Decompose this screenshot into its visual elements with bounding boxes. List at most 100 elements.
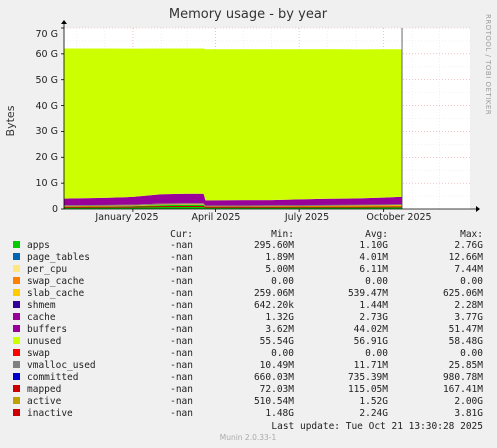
- legend-swatch: [13, 313, 20, 320]
- legend-row: unused -nan 55.54G 56.91G 58.48G: [13, 336, 483, 347]
- legend-cur: -nan: [170, 312, 193, 323]
- legend-name: shmem: [27, 300, 56, 311]
- legend-cur: -nan: [170, 240, 193, 251]
- legend-min: 72.03M: [260, 384, 295, 395]
- legend-cur: -nan: [170, 396, 193, 407]
- legend-cur: -nan: [170, 264, 193, 275]
- legend-swatch: [13, 253, 20, 260]
- legend-cur: -nan: [170, 408, 193, 419]
- legend-row: active -nan 510.54M 1.52G 2.00G: [13, 396, 483, 407]
- y-tick-labels: 0 10 G 20 G 30 G 40 G 50 G 60 G 70 G: [36, 29, 58, 215]
- y-tick-label: 50 G: [36, 75, 58, 86]
- legend-avg: 0.00: [365, 276, 388, 287]
- legend-header-min: Min:: [271, 229, 294, 240]
- legend-row: buffers -nan 3.62M 44.02M 51.47M: [13, 324, 483, 335]
- legend-max: 51.47M: [449, 324, 484, 335]
- legend-min: 642.20k: [254, 300, 294, 311]
- legend-avg: 44.02M: [354, 324, 389, 335]
- legend-row: swap -nan 0.00 0.00 0.00: [13, 348, 483, 359]
- legend-name: vmalloc_used: [27, 360, 96, 371]
- legend-avg: 6.11M: [359, 264, 388, 275]
- legend-row: cache -nan 1.32G 2.73G 3.77G: [13, 312, 483, 323]
- legend-avg: 735.39M: [348, 372, 388, 383]
- area-apps: [64, 204, 403, 209]
- legend-cur: -nan: [170, 252, 193, 263]
- legend-swatch: [13, 373, 20, 380]
- y-tick-label: 10 G: [36, 178, 58, 189]
- line-committed: [64, 206, 403, 208]
- legend-header: Cur: Min: Avg: Max:: [170, 229, 483, 240]
- area-cache: [64, 193, 403, 207]
- legend-row: shmem -nan 642.20k 1.44M 2.28M: [13, 300, 483, 311]
- axes: [61, 20, 480, 212]
- legend-max: 3.81G: [454, 408, 483, 419]
- legend-avg: 1.44M: [359, 300, 388, 311]
- legend-row: swap_cache -nan 0.00 0.00 0.00: [13, 276, 483, 287]
- y-tick-label: 40 G: [36, 101, 58, 112]
- legend-name: unused: [27, 336, 61, 347]
- rrdtool-credit: RRDTOOL / TOBI OETIKER: [484, 14, 492, 115]
- legend-cur: -nan: [170, 336, 193, 347]
- legend-swatch: [13, 325, 20, 332]
- legend-name: cache: [27, 312, 56, 323]
- legend-max: 12.66M: [449, 252, 484, 263]
- legend-swatch: [13, 385, 20, 392]
- legend-min: 295.60M: [254, 240, 294, 251]
- legend-row: per_cpu -nan 5.00M 6.11M 7.44M: [13, 264, 483, 275]
- legend-cur: -nan: [170, 372, 193, 383]
- legend-row: apps -nan 295.60M 1.10G 2.76G: [13, 240, 483, 251]
- legend-avg: 4.01M: [359, 252, 388, 263]
- legend-row: mapped -nan 72.03M 115.05M 167.41M: [13, 384, 483, 395]
- legend-cur: -nan: [170, 384, 193, 395]
- legend-max: 58.48G: [449, 336, 484, 347]
- legend-avg: 0.00: [365, 348, 388, 359]
- legend-max: 625.06M: [443, 288, 483, 299]
- legend-avg: 11.71M: [354, 360, 389, 371]
- legend-header-max: Max:: [460, 229, 483, 240]
- x-tick-label: July 2025: [284, 212, 329, 223]
- x-tick-label: January 2025: [94, 212, 158, 223]
- legend-max: 3.77G: [454, 312, 483, 323]
- last-update: Last update: Tue Oct 21 13:30:28 2025: [271, 421, 483, 432]
- y-tick-label: 70 G: [36, 29, 58, 40]
- line-active: [64, 203, 403, 207]
- legend-swatch: [13, 397, 20, 404]
- legend-swatch: [13, 265, 20, 272]
- legend-max: 167.41M: [443, 384, 483, 395]
- legend-swatch: [13, 409, 20, 416]
- chart-title: Memory usage - by year: [169, 7, 328, 22]
- legend-name: page_tables: [27, 252, 90, 263]
- legend-name: buffers: [27, 324, 67, 335]
- legend-swatch: [13, 349, 20, 356]
- legend-name: active: [27, 396, 62, 407]
- y-axis-arrow: [61, 20, 67, 24]
- legend-avg: 2.24G: [359, 408, 388, 419]
- legend-min: 1.48G: [265, 408, 294, 419]
- legend-min: 510.54M: [254, 396, 294, 407]
- legend-name: mapped: [27, 384, 61, 395]
- legend-name: inactive: [27, 408, 73, 419]
- legend-row: page_tables -nan 1.89M 4.01M 12.66M: [13, 252, 483, 263]
- legend-name: swap: [27, 348, 50, 359]
- legend-avg: 56.91G: [354, 336, 389, 347]
- legend-avg: 2.73G: [359, 312, 388, 323]
- legend-max: 25.85M: [449, 360, 484, 371]
- legend-min: 10.49M: [260, 360, 295, 371]
- legend-cur: -nan: [170, 300, 193, 311]
- legend-avg: 115.05M: [348, 384, 388, 395]
- legend-max: 2.28M: [454, 300, 483, 311]
- area-page_tables: [64, 204, 403, 208]
- legend-min: 660.03M: [254, 372, 294, 383]
- legend-avg: 539.47M: [348, 288, 388, 299]
- legend-header-cur: Cur:: [170, 229, 193, 240]
- legend-swatch: [13, 337, 20, 344]
- legend-cur: -nan: [170, 324, 193, 335]
- legend-swatch: [13, 241, 20, 248]
- legend-min: 0.00: [271, 276, 294, 287]
- legend-row: vmalloc_used -nan 10.49M 11.71M 25.85M: [13, 360, 483, 371]
- legend-swatch: [13, 301, 20, 308]
- y-tick-label: 60 G: [36, 49, 58, 60]
- legend-swatch: [13, 361, 20, 368]
- legend: apps -nan 295.60M 1.10G 2.76G page_tables -nan…: [13, 240, 483, 419]
- legend-name: apps: [27, 240, 50, 251]
